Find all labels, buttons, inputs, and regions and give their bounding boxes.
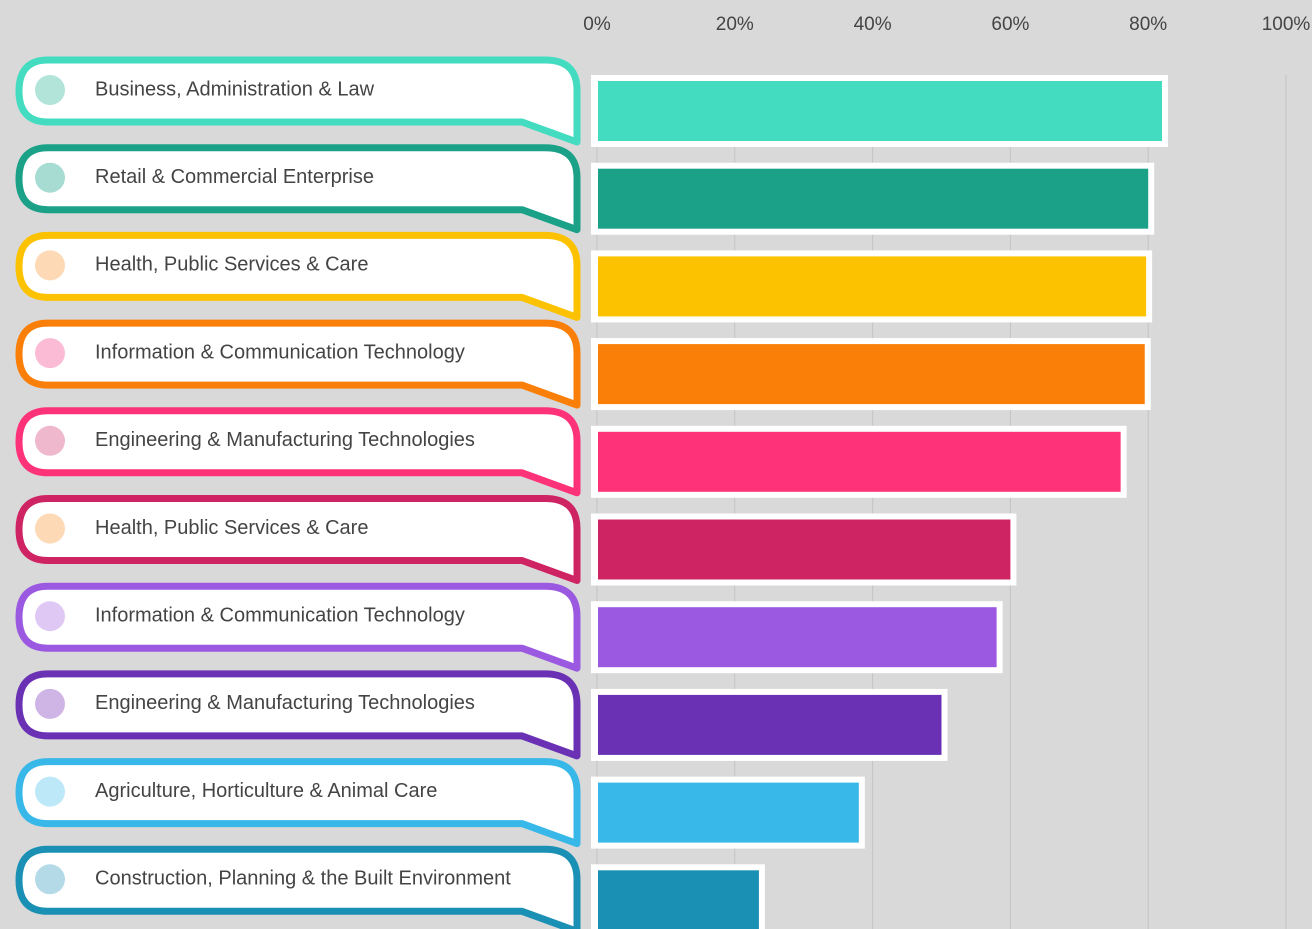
- bar: [598, 870, 759, 929]
- bar: [598, 256, 1147, 317]
- label-bubble: [15, 407, 581, 497]
- x-tick-label: 0%: [583, 14, 611, 35]
- label-dot: [35, 162, 65, 193]
- category-label: Health, Public Services & Care: [95, 254, 368, 276]
- label-dot: [35, 776, 65, 807]
- label-bubble: [15, 758, 581, 848]
- label-dot: [35, 864, 65, 895]
- category-label: Engineering & Manufacturing Technologies: [95, 429, 475, 451]
- label-bubble: [15, 319, 581, 409]
- label-dot: [35, 250, 65, 281]
- bar: [598, 607, 997, 668]
- bar: [598, 168, 1149, 229]
- label-bubble: [15, 495, 581, 584]
- label-dot: [35, 688, 65, 719]
- label-dot: [35, 75, 65, 105]
- label-bubble: [15, 845, 581, 929]
- label-dot: [35, 338, 65, 369]
- label-bubble: [15, 582, 581, 672]
- category-label: Construction, Planning & the Built Envir…: [95, 868, 511, 890]
- x-tick-label: 40%: [854, 14, 892, 35]
- bar: [598, 344, 1145, 405]
- label-dot: [35, 513, 65, 544]
- label-dot: [35, 425, 65, 456]
- x-tick-label: 100%: [1262, 14, 1311, 35]
- bar: [598, 694, 942, 755]
- x-tick-label: 80%: [1129, 14, 1167, 35]
- category-label: Health, Public Services & Care: [95, 517, 368, 539]
- category-label: Engineering & Manufacturing Technologies: [95, 692, 475, 714]
- label-dot: [35, 601, 65, 632]
- category-label: Agriculture, Horticulture & Animal Care: [95, 780, 437, 802]
- bar: [598, 431, 1121, 492]
- category-label: Business, Administration & Law: [95, 78, 375, 100]
- bar: [598, 81, 1162, 141]
- label-bubble: [15, 144, 581, 234]
- category-label: Information & Communication Technology: [95, 341, 465, 363]
- category-label: Retail & Commercial Enterprise: [95, 166, 374, 188]
- x-tick-label: 20%: [716, 14, 754, 35]
- label-bubble: [15, 670, 581, 760]
- label-bubble: [15, 231, 581, 321]
- bar: [598, 519, 1011, 580]
- category-label: Information & Communication Technology: [95, 604, 465, 626]
- bar: [598, 782, 859, 843]
- x-tick-label: 60%: [991, 14, 1029, 35]
- label-bubble: [15, 56, 581, 146]
